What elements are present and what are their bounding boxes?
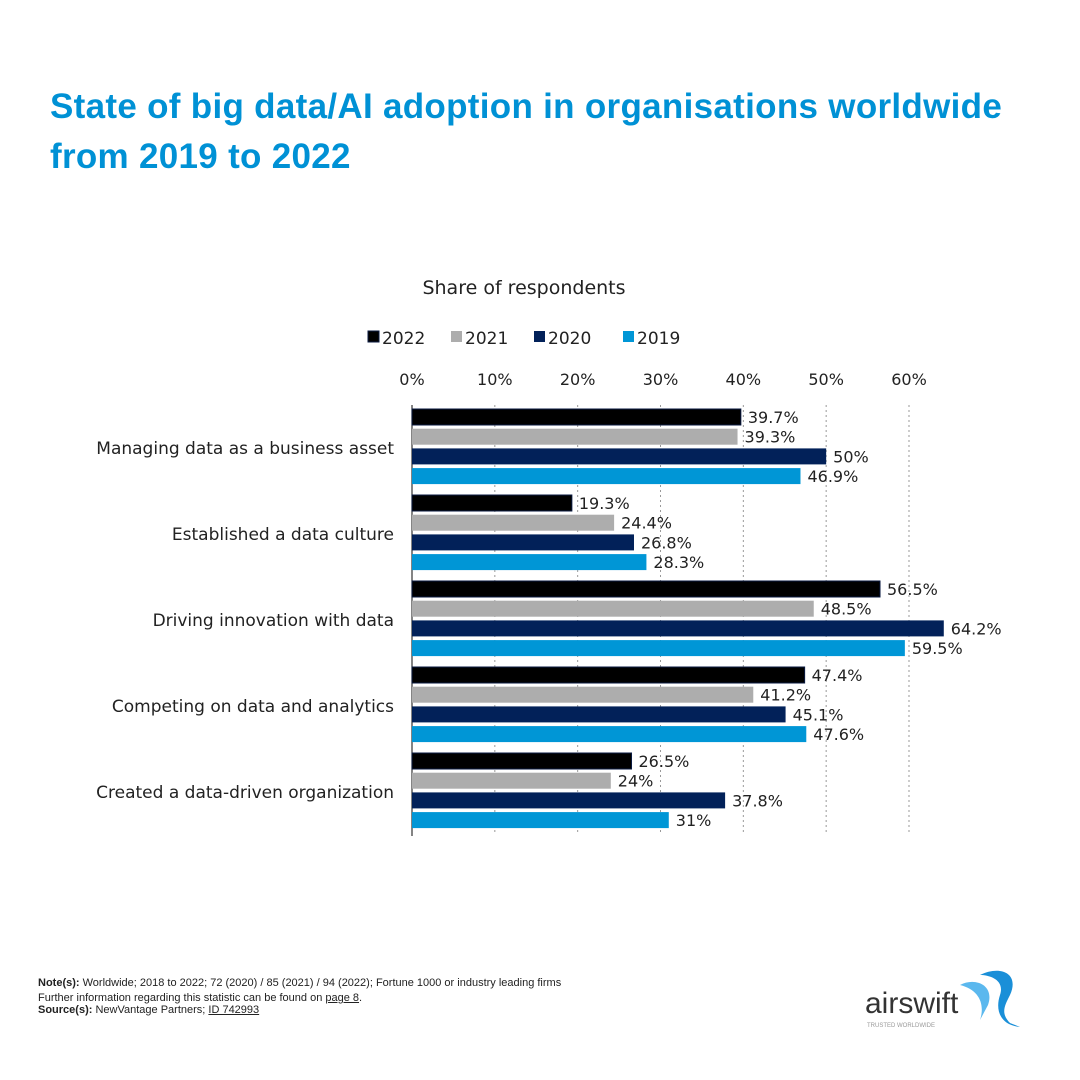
bar-2020 xyxy=(412,448,827,465)
source-id-link[interactable]: ID 742993 xyxy=(208,1004,260,1016)
category-label: Established a data culture xyxy=(172,525,394,545)
page-title: State of big data/AI adoption in organis… xyxy=(50,87,1003,176)
data-label: 47.4% xyxy=(812,666,863,685)
legend-swatch-2020 xyxy=(534,331,545,342)
data-label: 41.2% xyxy=(760,686,811,705)
bar-2020 xyxy=(412,534,634,551)
x-tick-label: 20% xyxy=(560,370,596,389)
legend-label-2019: 2019 xyxy=(637,329,680,349)
data-label: 50% xyxy=(833,447,869,466)
data-label: 45.1% xyxy=(793,705,844,724)
note-line: Note(s): Worldwide; 2018 to 2022; 72 (20… xyxy=(38,977,562,989)
x-tick-label: 30% xyxy=(643,370,679,389)
bar-chart: Share of respondents 2022 2021 2020 2019 0% 10… xyxy=(96,277,1002,836)
legend-swatch-2022 xyxy=(367,330,380,343)
svg-text:airswift: airswift xyxy=(865,987,959,1020)
legend-swatch-2019 xyxy=(623,331,634,342)
chart-subtitle: Share of respondents xyxy=(422,277,625,299)
bar-2020 xyxy=(412,706,786,723)
bar-2022 xyxy=(411,408,742,426)
x-tick-label: 0% xyxy=(399,370,424,389)
bar-2019 xyxy=(412,468,801,485)
x-tick-label: 40% xyxy=(726,370,762,389)
bar-2020 xyxy=(412,620,944,637)
legend-label-2020: 2020 xyxy=(548,329,591,349)
bar-2020 xyxy=(412,792,726,809)
source-line: Source(s): NewVantage Partners; ID 74299… xyxy=(38,1004,260,1016)
svg-text:TRUSTED WORLDWIDE: TRUSTED WORLDWIDE xyxy=(867,1023,935,1029)
category-label: Managing data as a business asset xyxy=(96,439,394,459)
data-label: 48.5% xyxy=(821,600,872,619)
bar-2021 xyxy=(412,600,814,617)
legend-swatch-2021 xyxy=(451,331,462,342)
x-tick-label: 10% xyxy=(477,370,513,389)
data-label: 19.3% xyxy=(579,494,630,513)
category-label: Driving innovation with data xyxy=(153,611,394,631)
data-label: 59.5% xyxy=(912,639,963,658)
bar-2021 xyxy=(412,514,615,531)
further-info-line: Further information regarding this stati… xyxy=(38,992,363,1004)
data-label: 47.6% xyxy=(813,725,864,744)
category-label: Created a data-driven organization xyxy=(96,783,394,803)
data-label: 56.5% xyxy=(887,580,938,599)
bar-2019 xyxy=(412,812,669,829)
data-label: 26.8% xyxy=(641,533,692,552)
x-tick-label: 50% xyxy=(808,370,844,389)
bar-2022 xyxy=(411,580,881,598)
data-label: 28.3% xyxy=(653,553,704,572)
data-label: 37.8% xyxy=(732,791,783,810)
data-label: 39.3% xyxy=(745,428,796,447)
legend-label-2021: 2021 xyxy=(465,329,508,349)
bar-2022 xyxy=(411,666,806,684)
x-tick-label: 60% xyxy=(891,370,927,389)
bar-2019 xyxy=(412,726,807,743)
legend-label-2022: 2022 xyxy=(382,329,425,349)
category-label: Competing on data and analytics xyxy=(112,697,394,717)
bar-2022 xyxy=(411,494,573,512)
bar-2019 xyxy=(412,554,647,571)
data-label: 46.9% xyxy=(807,467,858,486)
data-label: 26.5% xyxy=(639,752,690,771)
data-label: 24% xyxy=(618,772,654,791)
data-label: 24.4% xyxy=(621,514,672,533)
bar-2021 xyxy=(412,428,738,445)
page-link[interactable]: page 8 xyxy=(325,992,360,1004)
data-label: 31% xyxy=(676,811,712,830)
bar-2019 xyxy=(412,640,905,657)
data-label: 39.7% xyxy=(748,408,799,427)
data-label: 64.2% xyxy=(951,619,1002,638)
bar-2021 xyxy=(412,772,611,789)
bar-2021 xyxy=(412,686,754,703)
airswift-logo: airswift TRUSTED WORLDWIDE xyxy=(865,970,1020,1029)
bar-2022 xyxy=(411,752,633,770)
